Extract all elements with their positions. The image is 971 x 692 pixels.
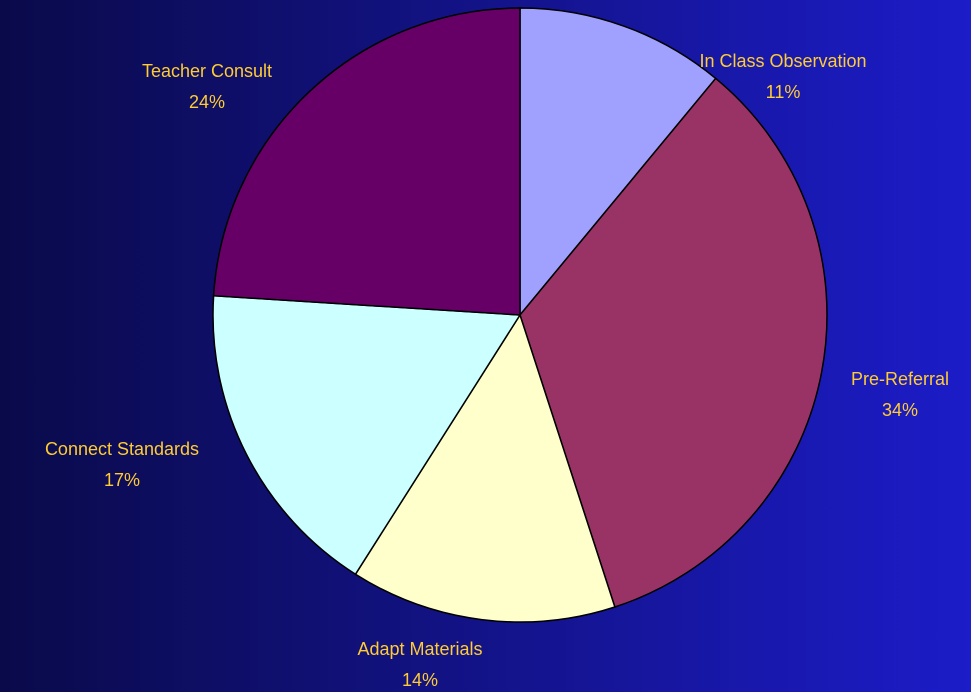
pie-slice bbox=[519, 77, 828, 608]
slice-label: Pre-Referral bbox=[851, 369, 949, 389]
pie-slice bbox=[212, 294, 522, 576]
pie-slice bbox=[519, 7, 717, 318]
slice-value-label: 34% bbox=[882, 400, 918, 420]
slice-value-label: 24% bbox=[189, 92, 225, 112]
slice-label: Teacher Consult bbox=[142, 61, 272, 81]
pie-slice bbox=[354, 313, 616, 623]
pie-slice bbox=[212, 7, 521, 316]
slice-label: Connect Standards bbox=[45, 439, 199, 459]
slice-label: In Class Observation bbox=[699, 51, 866, 71]
slice-label: Adapt Materials bbox=[357, 639, 482, 659]
slice-value-label: 11% bbox=[766, 82, 801, 102]
slice-value-label: 17% bbox=[104, 470, 140, 490]
slice-value-label: 14% bbox=[402, 670, 438, 690]
